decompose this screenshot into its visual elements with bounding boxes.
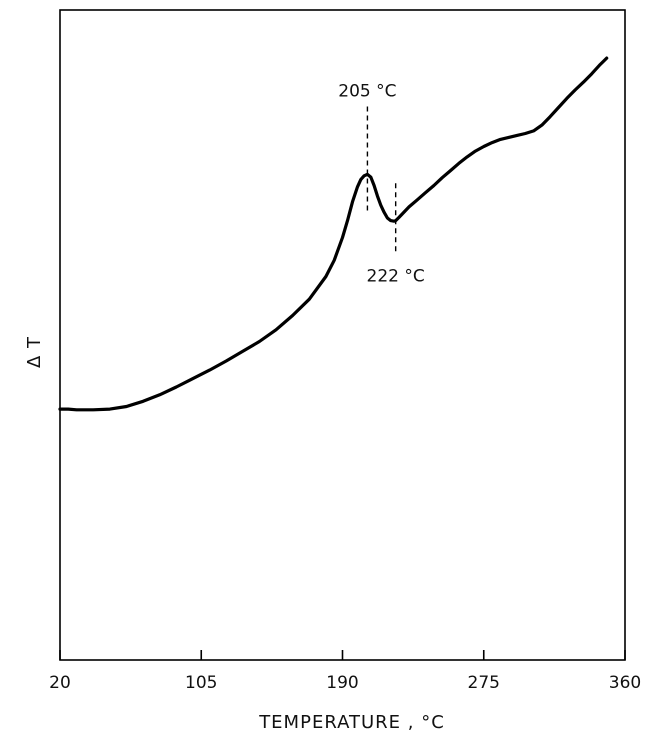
y-axis-title: Δ T bbox=[24, 336, 45, 368]
x-tick-label: 105 bbox=[185, 673, 217, 693]
x-tick-label: 190 bbox=[326, 673, 358, 693]
annotation-label: 205 °C bbox=[338, 81, 396, 101]
plot-frame bbox=[59, 9, 626, 661]
x-axis-ticks bbox=[59, 650, 626, 660]
x-tick-label: 20 bbox=[49, 673, 71, 693]
x-axis-tick-labels: 20 105 190 275 360 bbox=[49, 673, 641, 693]
x-tick-label: 360 bbox=[609, 673, 641, 693]
x-tick-label: 275 bbox=[468, 673, 500, 693]
x-axis-title: TEMPERATURE , °C bbox=[258, 712, 445, 733]
peak-annotations: 205 °C 222 °C bbox=[338, 81, 424, 286]
series-line bbox=[58, 56, 609, 412]
annotation-label: 222 °C bbox=[367, 266, 425, 286]
